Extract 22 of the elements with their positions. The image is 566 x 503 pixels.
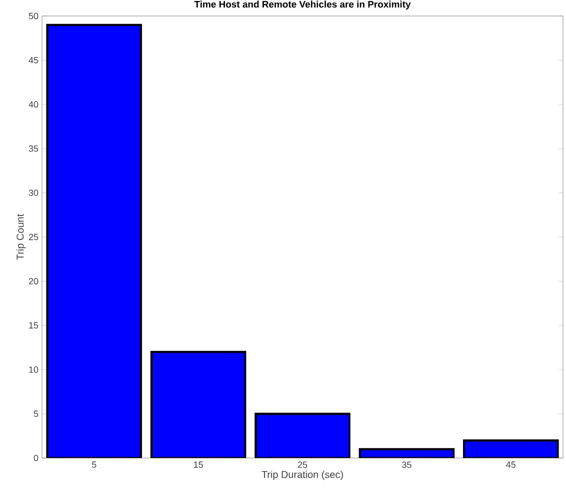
bar	[256, 414, 350, 458]
y-tick-label: 30	[28, 190, 38, 196]
y-tick-label: 0	[34, 454, 38, 462]
bar	[47, 24, 141, 458]
chart-title: Time Host and Remote Vehicles are in Proximity	[194, 0, 411, 10]
y-tick-label: 20	[28, 278, 38, 284]
y-tick-label: 35	[28, 145, 38, 152]
y-tick-label: 5	[34, 410, 38, 417]
y-tick-label: 40	[28, 101, 38, 108]
y-tick-label: 50	[28, 12, 38, 20]
y-tick-label: 15	[29, 322, 38, 329]
bar	[151, 352, 246, 458]
y-tick-label: 45	[28, 57, 38, 64]
x-tick-label: 5	[92, 462, 96, 468]
x-tick-label: 45	[506, 462, 516, 468]
x-axis-title: Trip Duration (sec)	[262, 470, 343, 480]
x-tick-label: 25	[298, 462, 308, 468]
x-tick-label: 15	[194, 462, 203, 468]
x-tick-label: 35	[402, 462, 412, 468]
y-axis-title: Trip Count	[16, 214, 26, 260]
y-tick-label: 25	[28, 234, 38, 240]
y-tick-label: 10	[29, 366, 38, 373]
